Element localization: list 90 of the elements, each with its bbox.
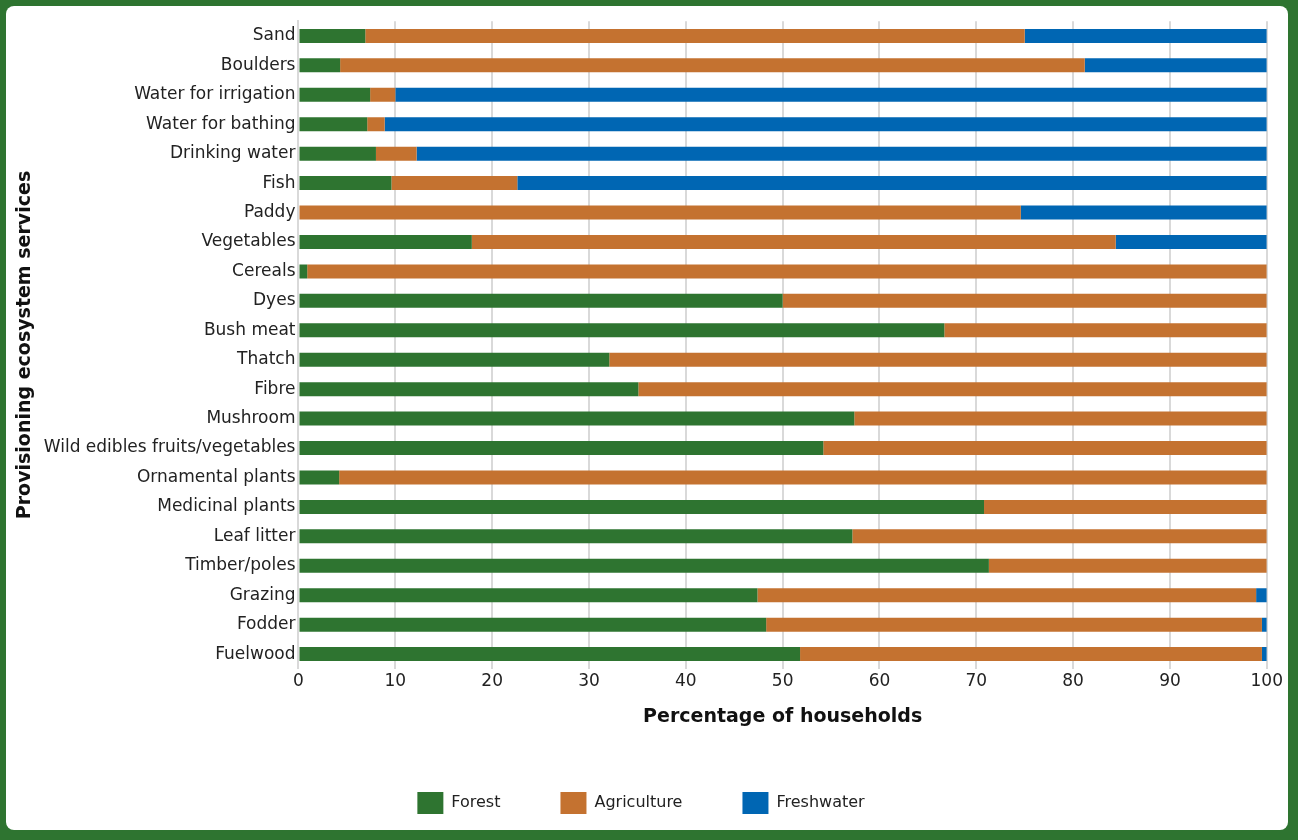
bar — [299, 323, 945, 338]
y-tick-label: Sand — [252, 24, 296, 45]
x-tick-label: 90 — [1159, 670, 1181, 691]
x-tick-label: 40 — [674, 670, 697, 691]
bar — [391, 176, 518, 191]
x-tick-label: 60 — [868, 670, 891, 691]
bar — [299, 205, 1021, 220]
bar — [517, 176, 1267, 191]
bar — [852, 529, 1267, 544]
bar — [370, 87, 396, 102]
y-tick-label: Fuelwood — [215, 642, 296, 663]
bar — [395, 87, 1267, 102]
bar — [471, 234, 1116, 249]
bar — [638, 382, 1267, 397]
legend-label: Agriculture — [594, 792, 683, 812]
bar — [416, 146, 1267, 161]
bar — [299, 176, 392, 191]
y-tick-label: Water for irrigation — [134, 83, 296, 104]
bar — [367, 117, 385, 132]
y-tick-label: Timber/poles — [184, 554, 296, 575]
bar — [299, 441, 824, 456]
x-tick-label: 10 — [384, 670, 407, 691]
bar — [944, 323, 1267, 338]
y-axis-title: Provisioning ecosystem services — [12, 170, 35, 520]
bar — [384, 117, 1267, 132]
y-tick-label: Wild edibles fruits/vegetables — [43, 436, 296, 457]
bar — [1024, 28, 1267, 43]
y-tick-label: Paddy — [243, 200, 296, 221]
bar — [299, 499, 985, 514]
y-tick-label: Mushroom — [206, 407, 296, 428]
y-tick-label: Drinking water — [169, 142, 296, 163]
bar — [375, 146, 417, 161]
bar — [1115, 234, 1267, 249]
x-tick-label: 20 — [481, 670, 503, 691]
y-tick-label: Fish — [262, 171, 296, 192]
y-tick-label: Grazing — [229, 583, 296, 604]
y-tick-label: Boulders — [220, 53, 296, 74]
y-tick-label: Cereals — [232, 259, 296, 280]
bar — [854, 411, 1267, 426]
bar — [299, 352, 610, 367]
x-axis-title: Percentage of households — [643, 703, 923, 726]
x-tick-label: 80 — [1062, 670, 1084, 691]
bar — [766, 617, 1262, 632]
bar — [299, 382, 639, 397]
legend-label: Forest — [451, 792, 501, 812]
legend-label: Freshwater — [776, 792, 866, 812]
y-tick-label: Leaf litter — [213, 524, 296, 545]
y-tick-label: Water for bathing — [146, 112, 296, 133]
y-tick-label: Medicinal plants — [157, 495, 296, 516]
bar — [299, 146, 376, 161]
bar — [299, 234, 472, 249]
bar — [299, 470, 340, 485]
bar — [757, 588, 1257, 603]
y-tick-label: Fibre — [254, 377, 296, 398]
x-tick-label: 100 — [1250, 670, 1283, 691]
bar — [339, 470, 1267, 485]
y-tick-label: Vegetables — [201, 230, 296, 251]
bar — [609, 352, 1267, 367]
bar — [299, 617, 767, 632]
bar — [299, 117, 368, 132]
x-tick-label: 0 — [293, 670, 304, 691]
y-tick-label: Fodder — [236, 613, 296, 634]
y-tick-label: Dyes — [253, 289, 296, 310]
bar — [299, 588, 758, 603]
bar — [299, 529, 853, 544]
y-tick-label: Bush meat — [203, 318, 296, 339]
y-tick-label: Ornamental plants — [136, 465, 296, 486]
bar — [299, 647, 801, 662]
bar — [782, 293, 1267, 308]
x-tick-label: 30 — [578, 670, 600, 691]
bar — [299, 28, 366, 43]
bar — [823, 441, 1267, 456]
bar — [299, 58, 341, 73]
bar — [800, 647, 1262, 662]
bar — [1020, 205, 1267, 220]
bar — [340, 58, 1085, 73]
bar — [299, 87, 371, 102]
bar — [1256, 588, 1267, 603]
bar — [299, 264, 308, 279]
y-tick-label: Thatch — [236, 348, 296, 369]
x-tick-label: 50 — [771, 670, 794, 691]
bar — [988, 558, 1267, 573]
bar — [299, 411, 855, 426]
bar — [299, 293, 783, 308]
bar — [365, 28, 1025, 43]
bar — [307, 264, 1267, 279]
x-tick-label: 70 — [965, 670, 988, 691]
bar — [299, 558, 989, 573]
bar — [984, 499, 1267, 514]
bar — [1084, 58, 1267, 73]
